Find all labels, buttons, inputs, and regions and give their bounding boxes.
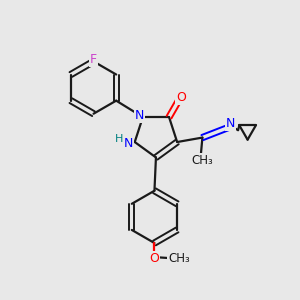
Text: H: H (115, 134, 124, 144)
Text: N: N (135, 109, 144, 122)
Text: O: O (176, 91, 186, 104)
Text: CH₃: CH₃ (168, 252, 190, 265)
Text: N: N (226, 117, 235, 130)
Text: CH₃: CH₃ (191, 154, 213, 167)
Text: N: N (124, 137, 134, 150)
Text: O: O (149, 252, 159, 265)
Text: F: F (90, 53, 97, 66)
